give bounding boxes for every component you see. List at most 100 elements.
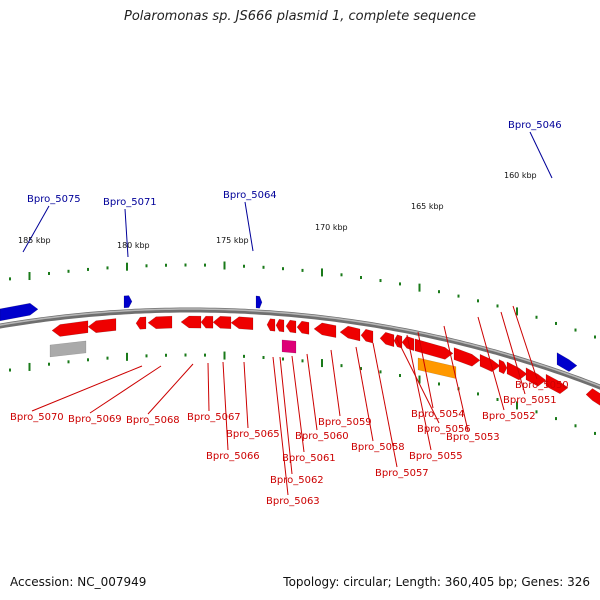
tick-mark [204,263,206,267]
tick-mark [516,401,518,410]
label-leader [306,353,318,431]
scale-label: 170 kbp [315,223,348,232]
label-leader [529,131,553,179]
gene-label: Bpro_5069 [68,414,122,425]
label-leader [355,346,374,442]
tick-mark [360,367,362,371]
tick-mark [438,382,440,386]
tick-mark [87,358,89,362]
tick-mark [262,355,265,359]
label-leader [124,208,129,258]
tick-mark [477,299,479,303]
gene-label: Bpro_5075 [27,194,81,205]
gene-label: Bpro_5055 [409,451,463,462]
gene-arrow [255,295,263,309]
tick-mark [574,424,577,428]
tick-mark [9,368,11,372]
tick-mark [496,304,499,308]
gene-arrow [360,328,374,344]
tick-mark [126,262,128,271]
tick-mark [145,354,148,358]
backbone-highlight [0,308,600,387]
label-leader [500,311,526,395]
gene-label: Bpro_5046 [508,120,562,131]
scale-label: 185 kbp [18,236,51,245]
gene-arrow [285,319,297,334]
tick-mark [301,268,304,272]
gene-label: Bpro_5050 [515,380,569,391]
label-leader [22,205,50,253]
tick-mark [360,276,362,280]
gene-arrow [414,338,454,360]
scale-label: 165 kbp [411,202,444,211]
gene-label: Bpro_5067 [187,412,241,423]
scale-label: 180 kbp [117,241,150,250]
gene-arrow [498,359,508,375]
gene-arrow [51,320,89,337]
topology-info: Topology: circular; Length: 360,405 bp; … [283,575,590,589]
tick-mark [379,279,382,283]
label-leader [330,349,341,417]
tick-mark [223,351,226,360]
tick-mark [184,263,187,267]
label-leader [147,363,194,415]
tick-mark [379,370,382,374]
tick-mark [67,269,70,273]
gene-label: Bpro_5051 [503,395,557,406]
tick-mark [477,392,479,396]
gene-arrow [453,347,481,367]
gene-label: Bpro_5059 [318,417,372,428]
label-leader [417,331,434,409]
tick-mark [106,266,109,270]
gene-label: Bpro_5058 [351,442,405,453]
backbone-line [0,307,600,390]
gene-arrow [545,373,569,395]
label-leader [395,336,440,424]
gene-arrow [556,352,578,372]
label-leader [443,325,469,432]
tick-mark [535,410,538,414]
gene-label: Bpro_5052 [482,411,536,422]
gene-label: Bpro_5056 [417,424,471,435]
gene-arrow [585,388,600,406]
gene-arrow [230,316,254,331]
gene-labels: Bpro_5075 Bpro_5071 Bpro_5064 Bpro_5046 Bpro… [10,120,569,507]
gene-label: Bpro_5061 [282,453,336,464]
tick-mark [145,264,148,268]
gray-feature [49,340,87,358]
label-leader [272,356,289,496]
gene-arrow [379,332,395,348]
tick-mark [555,321,557,325]
tick-mark [9,277,11,281]
tick-mark [243,354,245,358]
tick-mark [594,335,596,339]
tick-mark [340,273,343,277]
tick-mark [438,290,440,294]
gene-label: Bpro_5064 [223,190,277,201]
backbone-arc [0,307,600,390]
tick-mark [301,359,304,363]
tick-mark [243,264,245,268]
gene-arrow [479,353,501,373]
tick-mark [574,328,577,332]
tick-mark [204,353,206,357]
tick-mark [321,268,323,277]
tick-mark [399,374,401,378]
tick-mark [418,375,421,384]
magenta-feature [281,339,297,354]
gene-arrow [200,315,214,329]
tick-mark [457,294,460,298]
tick-mark [262,265,265,269]
tick-mark [223,261,226,270]
tick-mark [340,364,343,368]
gene-arrow [339,325,361,342]
scale-labels: 185 kbp 180 kbp 175 kbp 170 kbp 165 kbp 160 k… [18,171,537,250]
label-leader [291,355,305,453]
label-leader [477,316,505,411]
scale-label: 175 kbp [216,236,249,245]
tick-mark [594,431,596,435]
gene-label: Bpro_5068 [126,415,180,426]
gene-label: Bpro_5057 [375,468,429,479]
gene-arrow [266,318,276,332]
gene-arrow [87,318,117,333]
